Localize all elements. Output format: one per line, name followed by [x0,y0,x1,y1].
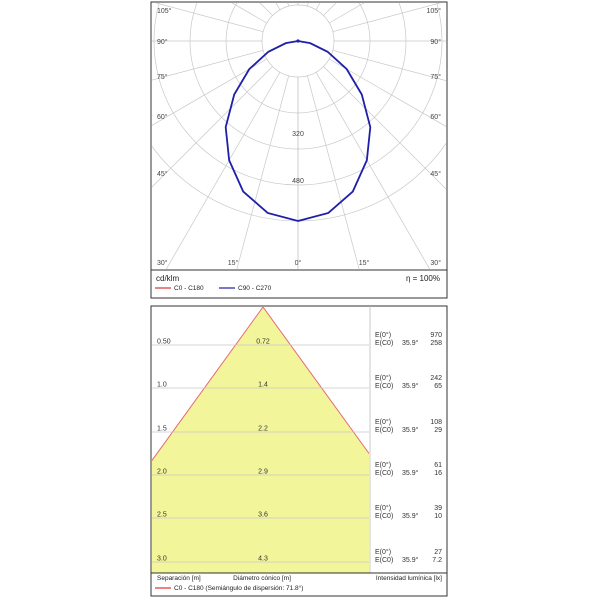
angle-tick-right: 90° [430,38,441,46]
cone-edge-left [152,307,264,462]
polar-chart: 105° 90° 75° 60° 45° 30° 105° 90° 75° 60… [150,1,448,299]
unit-label: cd/klm [156,274,179,283]
diameter-header: Diámetro cónico [m] [233,575,291,582]
polar-grid-spoke [306,75,360,269]
angle-tick-bottom: 0° [295,259,302,267]
row-e0-label: E(0°) [375,504,391,512]
row-separation-label: 1.5 [157,426,167,433]
row-e0-value: 39 [434,505,442,512]
polar-frame [150,1,448,299]
polar-grid-spoke [332,3,442,33]
polar-grid-spoke [323,66,446,190]
angle-tick-left: 75° [157,73,168,81]
row-ec0-label: E(C0) [375,513,393,520]
row-angle-label: 35.9° [402,556,419,564]
row-ec0-value: 65 [434,383,442,390]
row-angle-label: 35.9° [402,512,419,520]
row-e0-label: E(0°) [375,374,391,382]
row-e0-value: 108 [430,419,442,426]
row-separation-label: 2.5 [157,512,167,519]
row-ec0-value: 258 [430,340,442,347]
radial-label-320: 320 [292,131,304,138]
polar-grid-spoke [236,75,290,269]
angle-tick-right: 60° [430,113,441,121]
cone-table: 0.50 0.72 E(0°) 970 E(C0) 35.9° 258 1.0 1.4 E(0°)… [150,305,448,597]
row-angle-label: 35.9° [402,426,419,434]
angle-tick-right: 30° [430,259,441,267]
angle-tick-right: 105° [427,7,442,15]
row-separation-label: 1.0 [157,382,167,389]
row-diameter-label: 2.2 [258,426,268,433]
intensity-header: Intensidad lumínica [lx] [376,575,442,582]
row-e0-label: E(0°) [375,461,391,469]
angle-tick-right: 75° [430,73,441,81]
row-ec0-value: 29 [434,427,442,434]
polar-grid-spoke [165,72,281,269]
efficiency-label: η = 100% [406,274,440,283]
polar-series-layer [224,39,372,222]
row-e0-value: 242 [430,375,442,382]
row-ec0-label: E(C0) [375,340,393,347]
row-diameter-label: 3.6 [258,512,268,519]
row-ec0-label: E(C0) [375,427,393,434]
angle-tick-bottom: 15° [228,259,239,267]
row-ec0-label: E(C0) [375,557,393,564]
row-angle-label: 35.9° [402,382,419,390]
legend-label-c90-c270: C90 - C270 [238,285,272,292]
cone-legend-label: C0 - C180 (Semiángulo de dispersión: 71.… [174,584,303,592]
row-ec0-label: E(C0) [375,470,393,477]
row-e0-label: E(0°) [375,331,391,339]
angle-tick-left: 90° [157,38,168,46]
radial-label-480: 480 [292,178,304,185]
row-ec0-value: 7.2 [432,557,442,564]
row-separation-label: 2.0 [157,469,167,476]
row-separation-label: 0.50 [157,339,171,346]
polar-grid-spoke [332,49,446,82]
separation-header: Separación [m] [157,575,201,582]
cone-rows: 0.50 0.72 E(0°) 970 E(C0) 35.9° 258 1.0 1.4 E(0°)… [152,331,442,564]
polar-grid-spoke [152,66,273,188]
light-cone [152,307,369,573]
angle-tick-left: 30° [157,259,168,267]
row-e0-value: 61 [434,462,442,469]
row-ec0-label: E(C0) [375,383,393,390]
row-diameter-label: 2.9 [258,469,268,476]
row-ec0-value: 10 [434,513,442,520]
angle-tick-left: 45° [157,170,168,178]
cone-edge-right [262,307,369,455]
row-separation-label: 3.0 [157,556,167,563]
row-angle-label: 35.9° [402,339,419,347]
row-diameter-label: 0.72 [256,339,270,346]
polar-grid-spoke [329,58,446,127]
row-diameter-label: 1.4 [258,382,268,389]
row-e0-label: E(0°) [375,418,391,426]
angle-tick-left: 60° [157,113,168,121]
row-e0-value: 27 [434,549,442,556]
row-e0-label: E(0°) [375,548,391,556]
row-diameter-label: 4.3 [258,556,268,563]
polar-origin-dot [296,39,300,43]
legend-label-c0-c180: C0 - C180 [174,285,204,292]
polar-grid-spoke [152,49,264,81]
row-angle-label: 35.9° [402,469,419,477]
angle-tick-left: 105° [157,7,172,15]
angle-tick-bottom: 15° [359,259,370,267]
polar-grid-spoke [315,72,431,269]
polar-grid-spoke [154,3,264,33]
row-ec0-value: 16 [434,470,442,477]
row-e0-value: 970 [430,332,442,339]
polar-grid-spoke [152,58,267,126]
angle-tick-right: 45° [430,170,441,178]
